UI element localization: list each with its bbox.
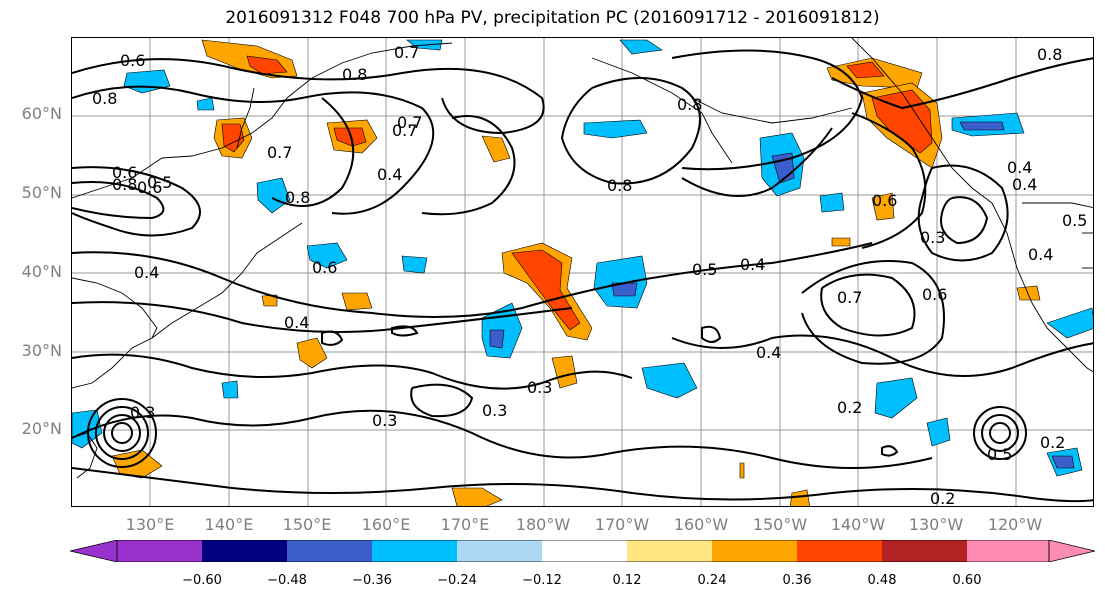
contour-label: 0.4	[1007, 158, 1032, 177]
colorbar-tick: 0.12	[612, 573, 642, 588]
contour-label: 0.8	[285, 188, 310, 207]
colorbar-tick: 0.24	[697, 573, 727, 588]
lon-label-160e: 160°E	[361, 515, 411, 534]
contour-label: 0.7	[837, 288, 862, 307]
contour-label: 0.3	[372, 411, 397, 430]
colorbar	[70, 540, 1095, 562]
contour-label: 0.5	[1062, 211, 1087, 230]
contour-label: 0.8	[112, 175, 137, 194]
colorbar-segment	[457, 540, 542, 562]
contour-label: 0.8	[607, 176, 632, 195]
colorbar-segment	[70, 540, 118, 562]
lon-label-170w: 170°W	[594, 515, 650, 534]
contour-label: 0.3	[527, 378, 552, 397]
map-panel: 0.6 0.8 0.7 0.8 0.8 0.7 0.8 0.4 0.5 0.6 …	[71, 37, 1094, 507]
lat-label-30n: 30°N	[21, 341, 62, 360]
colorbar-tick: −0.24	[437, 573, 477, 588]
contour-label: 0.7	[267, 143, 292, 162]
contour-label: 0.6	[137, 178, 162, 197]
colorbar-tick: 0.60	[952, 573, 982, 588]
colorbar-segment	[967, 540, 1049, 562]
lat-label-50n: 50°N	[21, 183, 62, 202]
contour-label: 0.6	[312, 258, 337, 277]
colorbar-segment	[117, 540, 202, 562]
contour-label: 0.5	[987, 445, 1012, 464]
lat-label-20n: 20°N	[21, 419, 62, 438]
contour-label: 0.4	[377, 165, 402, 184]
colorbar-tick: 0.36	[782, 573, 812, 588]
contour-label: 0.7	[392, 121, 417, 140]
lon-label-150e: 150°E	[282, 515, 332, 534]
precip-negative	[72, 39, 1093, 477]
colorbar-segment	[712, 540, 797, 562]
colorbar-segment	[882, 540, 967, 562]
contour-label: 0.8	[677, 95, 702, 114]
map-canvas: 0.6 0.8 0.7 0.8 0.8 0.7 0.8 0.4 0.5 0.6 …	[72, 38, 1093, 507]
colorbar-segment	[542, 540, 627, 562]
contour-label: 0.2	[837, 398, 862, 417]
lon-label-120w: 120°W	[987, 515, 1043, 534]
colorbar-tick: −0.48	[267, 573, 307, 588]
contour-label: 0.8	[92, 89, 117, 108]
contour-label: 0.7	[394, 43, 419, 62]
colorbar-segment	[202, 540, 287, 562]
lat-label-60n: 60°N	[21, 104, 62, 123]
colorbar-tick: 0.48	[867, 573, 897, 588]
colorbar-segment	[372, 540, 457, 562]
contour-label: 0.2	[930, 489, 955, 507]
contour-label: 0.7	[397, 113, 422, 132]
contour-label: 0.3	[482, 401, 507, 420]
contour-label: 0.3	[130, 403, 155, 422]
contour-label: 0.8	[1037, 45, 1062, 64]
cyclone-west	[87, 398, 157, 468]
lat-label-40n: 40°N	[21, 262, 62, 281]
contour-label: 0.4	[740, 255, 765, 274]
lon-label-180w: 180°W	[515, 515, 571, 534]
contour-label: 0.6	[120, 51, 145, 70]
contour-label: 0.2	[1040, 433, 1065, 452]
colorbar-tick: −0.12	[522, 573, 562, 588]
contour-label: 0.4	[284, 313, 309, 332]
contour-label: 0.4	[1012, 175, 1037, 194]
contour-label: 0.6	[872, 191, 897, 210]
contour-label: 0.8	[342, 65, 367, 84]
coastlines	[72, 38, 1093, 479]
contour-label: 0.6	[112, 163, 137, 182]
contour-label: 0.3	[920, 228, 945, 247]
colorbar-segment	[1048, 540, 1095, 562]
colorbar-segment	[287, 540, 372, 562]
lon-label-140w: 140°W	[830, 515, 886, 534]
contour-label: 0.5	[147, 173, 172, 192]
lon-label-150w: 150°W	[752, 515, 808, 534]
cyclone-east	[973, 406, 1027, 460]
colorbar-segment	[797, 540, 882, 562]
contour-label: 0.5	[692, 260, 717, 279]
lon-label-160w: 160°W	[673, 515, 729, 534]
contour-label: 0.4	[1028, 245, 1053, 264]
contour-label: 0.6	[922, 285, 947, 304]
colorbar-tick: −0.36	[352, 573, 392, 588]
contour-label: 0.4	[134, 263, 159, 282]
lon-label-130w: 130°W	[908, 515, 964, 534]
contour-label: 0.4	[756, 343, 781, 362]
lon-label-140e: 140°E	[204, 515, 254, 534]
contour-labels: 0.6 0.8 0.7 0.8 0.8 0.7 0.8 0.4 0.5 0.6 …	[92, 43, 1087, 507]
pv-contours	[72, 49, 1093, 503]
colorbar-tick: −0.60	[182, 573, 222, 588]
colorbar-segment	[627, 540, 712, 562]
lon-label-130e: 130°E	[125, 515, 175, 534]
lon-label-170e: 170°E	[440, 515, 490, 534]
map-title: 2016091312 F048 700 hPa PV, precipitatio…	[225, 8, 880, 28]
